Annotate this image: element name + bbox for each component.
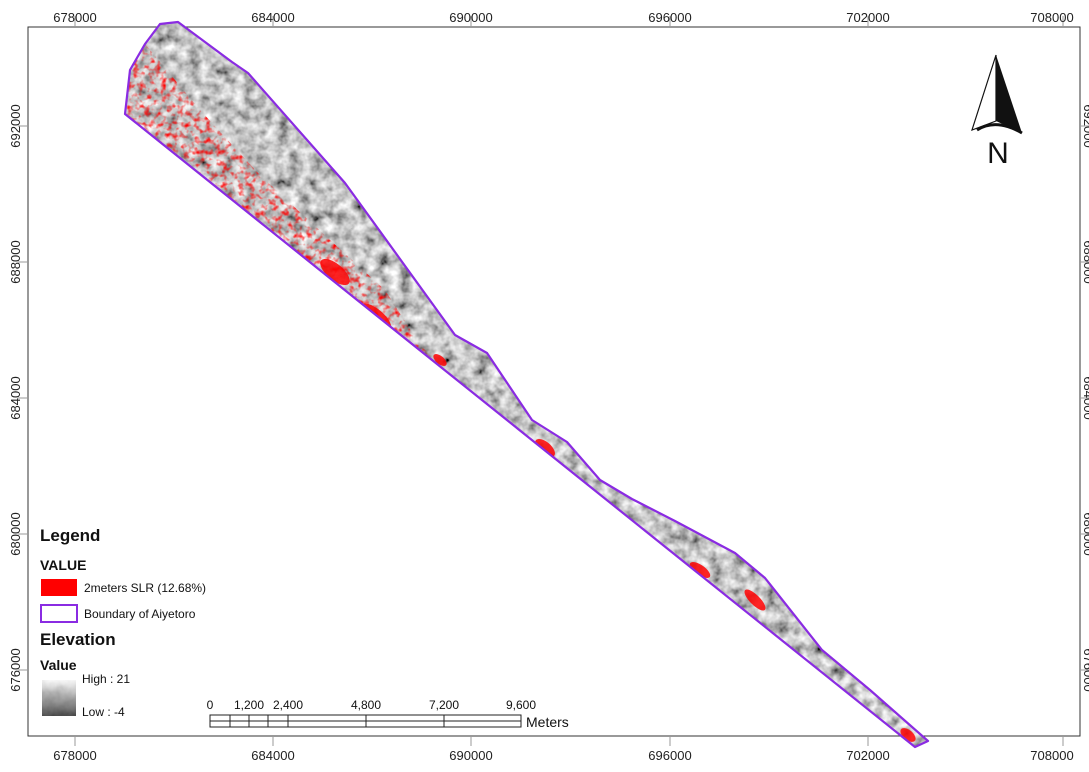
scale-label: 1,200: [234, 698, 264, 712]
scale-unit: Meters: [526, 714, 569, 730]
x-axis-bottom: 678000 684000 690000 696000 702000 70800…: [53, 748, 1073, 763]
y-axis-right: 692000 688000 684000 680000 676000: [1081, 104, 1089, 691]
scale-label: 2,400: [273, 698, 303, 712]
x-tick-label: 690000: [449, 10, 492, 25]
y-tick-label: 688000: [8, 240, 23, 283]
y-tick-label: 680000: [8, 512, 23, 555]
y-tick-label: 680000: [1081, 512, 1089, 555]
x-tick-label: 696000: [648, 10, 691, 25]
y-tick-label: 684000: [1081, 376, 1089, 419]
legend: Legend VALUE 2meters SLR (12.68%) Bounda…: [40, 526, 206, 719]
y-tick-label: 688000: [1081, 240, 1089, 283]
x-axis-top: 678000 684000 690000 696000 702000 70800…: [53, 10, 1073, 25]
legend-high-label: High : 21: [82, 672, 130, 686]
x-tick-label: 702000: [846, 748, 889, 763]
legend-title: Legend: [40, 526, 100, 545]
x-tick-label: 684000: [251, 10, 294, 25]
slr-swatch: [41, 579, 77, 596]
scale-bar-labels: 0 1,200 2,400 4,800 7,200 9,600 Meters: [207, 698, 569, 730]
scale-label: 0: [207, 698, 214, 712]
x-tick-label: 684000: [251, 748, 294, 763]
x-tick-label: 708000: [1030, 10, 1073, 25]
legend-elevation-heading: Elevation: [40, 630, 116, 649]
legend-low-label: Low : -4: [82, 705, 125, 719]
north-label: N: [987, 137, 1009, 170]
x-tick-label: 702000: [846, 10, 889, 25]
scale-bar: [209, 714, 522, 728]
y-tick-label: 692000: [1081, 104, 1089, 147]
x-tick-label: 678000: [53, 748, 96, 763]
boundary-of-aiyetoro: [123, 20, 930, 749]
y-tick-label: 684000: [8, 376, 23, 419]
boundary-swatch: [40, 604, 78, 623]
legend-value-heading: VALUE: [40, 557, 86, 573]
scale-label: 9,600: [506, 698, 536, 712]
x-tick-label: 708000: [1030, 748, 1073, 763]
y-tick-label: 676000: [1081, 648, 1089, 691]
y-tick-label: 692000: [8, 104, 23, 147]
north-arrow-icon: [971, 54, 1023, 135]
legend-boundary-label: Boundary of Aiyetoro: [84, 607, 196, 621]
legend-slr-label: 2meters SLR (12.68%): [84, 581, 206, 595]
scale-label: 7,200: [429, 698, 459, 712]
y-tick-label: 676000: [8, 648, 23, 691]
x-tick-label: 678000: [53, 10, 96, 25]
graticule-ticks: [18, 16, 1089, 746]
x-tick-label: 690000: [449, 748, 492, 763]
y-axis-left: 692000 688000 684000 680000 676000: [8, 104, 23, 691]
x-tick-label: 696000: [648, 748, 691, 763]
legend-elevation-value-heading: Value: [40, 657, 77, 673]
scale-label: 4,800: [351, 698, 381, 712]
